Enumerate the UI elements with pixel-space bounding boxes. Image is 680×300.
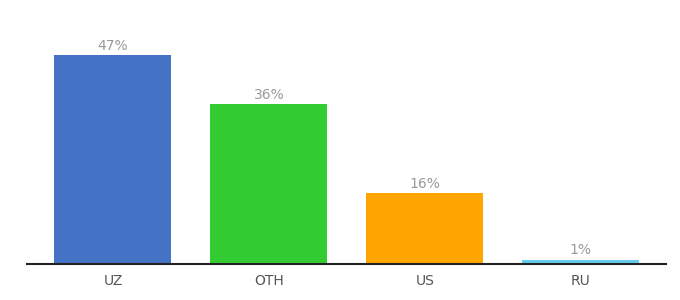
Bar <box>210 104 327 264</box>
Bar <box>367 193 483 264</box>
Text: 16%: 16% <box>409 177 440 191</box>
Text: 1%: 1% <box>570 243 592 257</box>
Text: 47%: 47% <box>98 39 129 53</box>
Text: 36%: 36% <box>254 88 284 102</box>
Bar <box>522 260 639 264</box>
Bar <box>54 55 171 264</box>
